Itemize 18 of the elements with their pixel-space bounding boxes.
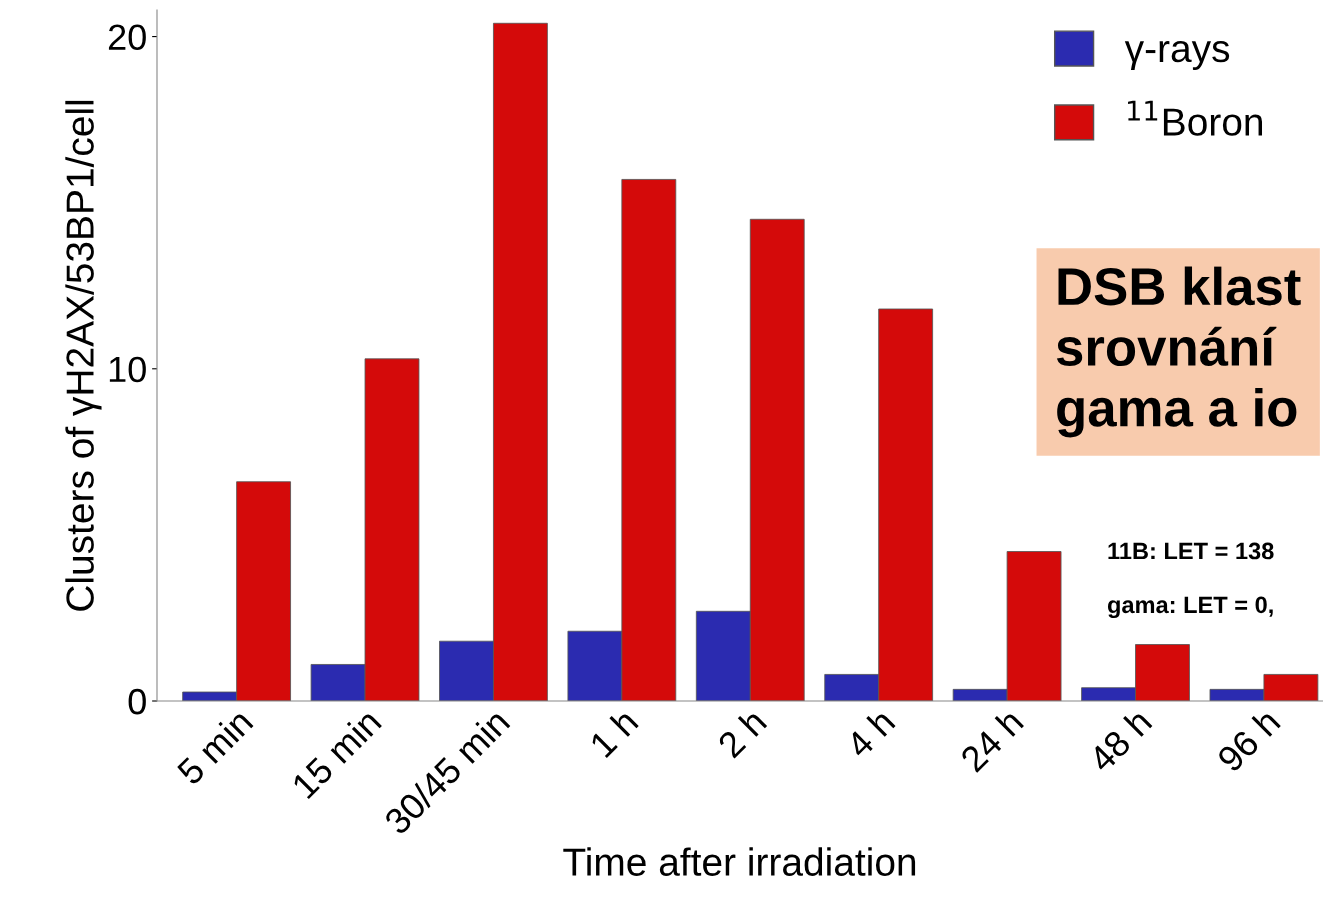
x-tick-label: 5 min xyxy=(175,707,254,787)
x-tick-label: 24 h xyxy=(958,707,1024,773)
y-tick-label: 0 xyxy=(128,688,146,715)
annotation: gama: LET = 0, xyxy=(1107,596,1273,619)
legend-label: γ-rays xyxy=(1124,40,1230,70)
y-tick-label: 10 xyxy=(109,356,146,383)
y-axis-title: Clusters of γH2AX/53BP1/cell xyxy=(65,100,102,611)
legend-label: $^{11}$Boron xyxy=(1128,100,1262,136)
x-tick-label: 96 h xyxy=(1215,707,1282,774)
y-tick-label: 20 xyxy=(108,24,146,51)
x-tick-label: 48 h xyxy=(1086,707,1153,774)
x-tick-label: 15 min xyxy=(290,707,383,800)
x-tick-label: 4 h xyxy=(843,707,896,760)
annotation: 11B: LET = 138 xyxy=(1108,542,1274,560)
x-tick-label: 2 h xyxy=(716,707,768,759)
annotation: DSB klast srovnání gama a io xyxy=(1056,266,1301,438)
x-tick-label: 1 h xyxy=(588,707,639,758)
x-axis-title: Time after irradiation xyxy=(563,847,916,876)
